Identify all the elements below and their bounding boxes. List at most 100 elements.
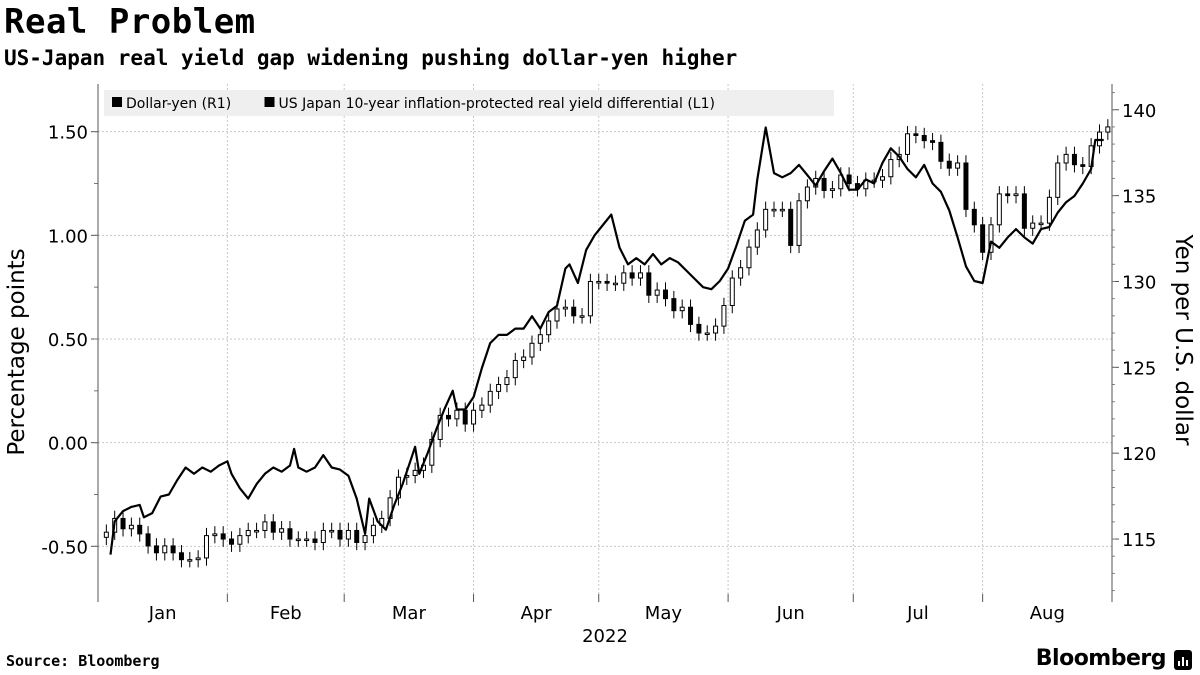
- dollar-yen-candle: [863, 172, 869, 197]
- dollar-yen-candle: [412, 462, 418, 484]
- candle-body: [487, 390, 493, 406]
- dollar-yen-candle: [654, 282, 660, 303]
- dollar-yen-candle: [245, 522, 251, 544]
- dollar-yen-candle: [187, 551, 193, 568]
- dollar-yen-candle: [938, 134, 944, 169]
- candle-body: [1046, 196, 1052, 224]
- candle-body: [804, 186, 810, 202]
- candle-body: [412, 469, 418, 477]
- dollar-yen-candle: [446, 407, 452, 427]
- dollar-yen-candle: [496, 376, 502, 400]
- candle-body: [1105, 126, 1111, 133]
- dollar-yen-candle: [746, 239, 752, 276]
- candle-body: [287, 528, 293, 540]
- dollar-yen-candle: [905, 126, 911, 163]
- dollar-yen-candle: [637, 265, 643, 286]
- dollar-yen-candle: [621, 265, 627, 291]
- dollar-yen-candle: [888, 151, 894, 185]
- candle-body: [629, 272, 635, 279]
- candle-body: [170, 545, 176, 554]
- candle-body: [763, 208, 769, 231]
- dollar-yen-candle: [304, 531, 310, 547]
- candle-body: [529, 342, 535, 358]
- candle-body: [746, 246, 752, 269]
- dollar-yen-candle: [854, 175, 860, 197]
- candle-body: [637, 272, 643, 279]
- dollar-yen-candle: [229, 531, 235, 552]
- candle-body: [554, 308, 560, 322]
- candle-body: [621, 272, 627, 284]
- candle-body: [187, 559, 193, 562]
- x-tick-label: Mar: [392, 603, 427, 624]
- candle-body: [178, 552, 184, 561]
- candle-body: [996, 193, 1002, 226]
- candle-body: [671, 298, 677, 312]
- candle-body: [604, 280, 610, 284]
- dollar-yen-candle: [671, 290, 677, 319]
- dollar-yen-candle: [562, 299, 568, 317]
- candle-body: [537, 334, 543, 344]
- x-tick-label: Jun: [776, 603, 805, 624]
- candle-body: [938, 141, 944, 162]
- dollar-yen-candle: [955, 155, 961, 176]
- candle-body: [704, 332, 710, 335]
- candle-body: [1030, 222, 1036, 229]
- legend-box: [104, 90, 834, 116]
- x-tick-label: Apr: [521, 603, 553, 624]
- dollar-yen-candle: [537, 326, 543, 352]
- dollar-yen-candle: [195, 550, 201, 568]
- dollar-yen-candle: [337, 522, 343, 547]
- candle-body: [779, 208, 785, 212]
- candle-body: [946, 160, 952, 169]
- legend-entry: US Japan 10-year inflation-protected rea…: [279, 96, 715, 112]
- dollar-yen-candle: [370, 517, 376, 544]
- dollar-yen-candle: [1080, 156, 1086, 175]
- dollar-yen-candle: [963, 155, 969, 218]
- dollar-yen-candle: [487, 383, 493, 413]
- x-tick-label: Jul: [906, 603, 929, 624]
- dollar-yen-candle: [103, 524, 109, 546]
- dollar-yen-candle: [237, 527, 243, 552]
- candle-body: [337, 529, 343, 540]
- candle-body: [237, 535, 243, 545]
- candle-body: [754, 229, 760, 248]
- dollar-yen-candle: [713, 318, 719, 341]
- candle-body: [738, 267, 744, 279]
- dollar-yen-candle: [571, 299, 577, 324]
- candle-body: [279, 528, 285, 533]
- dollar-yen-candle: [379, 510, 385, 534]
- candle-body: [512, 359, 518, 379]
- dollar-yen-candle: [721, 297, 727, 334]
- candle-body: [496, 384, 502, 392]
- bloomberg-terminal-icon: [1174, 650, 1192, 670]
- candle-body: [663, 289, 669, 300]
- legend-swatch: [112, 97, 122, 107]
- candle-body: [504, 377, 510, 386]
- candle-body: [304, 538, 310, 542]
- candle-body: [362, 535, 368, 543]
- candle-body: [930, 140, 936, 143]
- dollar-yen-candle: [295, 531, 301, 547]
- dollar-yen-candle: [312, 531, 318, 551]
- candle-body: [587, 280, 593, 317]
- x-tick-label: Feb: [270, 603, 302, 624]
- bloomberg-logo: Bloomberg: [1035, 646, 1167, 671]
- dollar-yen-candle: [980, 217, 986, 261]
- left-tick-label: 1.50: [48, 123, 88, 144]
- dollar-yen-candle: [178, 545, 184, 568]
- dollar-yen-candle: [779, 201, 785, 218]
- candle-body: [546, 320, 552, 336]
- candle-body: [262, 521, 268, 531]
- left-tick-label: 0.00: [48, 434, 88, 455]
- candle-body: [345, 529, 351, 540]
- dollar-yen-candle: [579, 308, 585, 324]
- dollar-yen-candle: [604, 273, 610, 291]
- legend-swatch: [264, 97, 275, 107]
- candle-body: [971, 208, 977, 226]
- candle-body: [471, 409, 477, 425]
- candle-body: [462, 409, 468, 425]
- dollar-yen-candle: [471, 402, 477, 432]
- dollar-yen-candle: [345, 522, 351, 547]
- candle-body: [120, 517, 126, 530]
- dollar-yen-candle: [354, 522, 360, 551]
